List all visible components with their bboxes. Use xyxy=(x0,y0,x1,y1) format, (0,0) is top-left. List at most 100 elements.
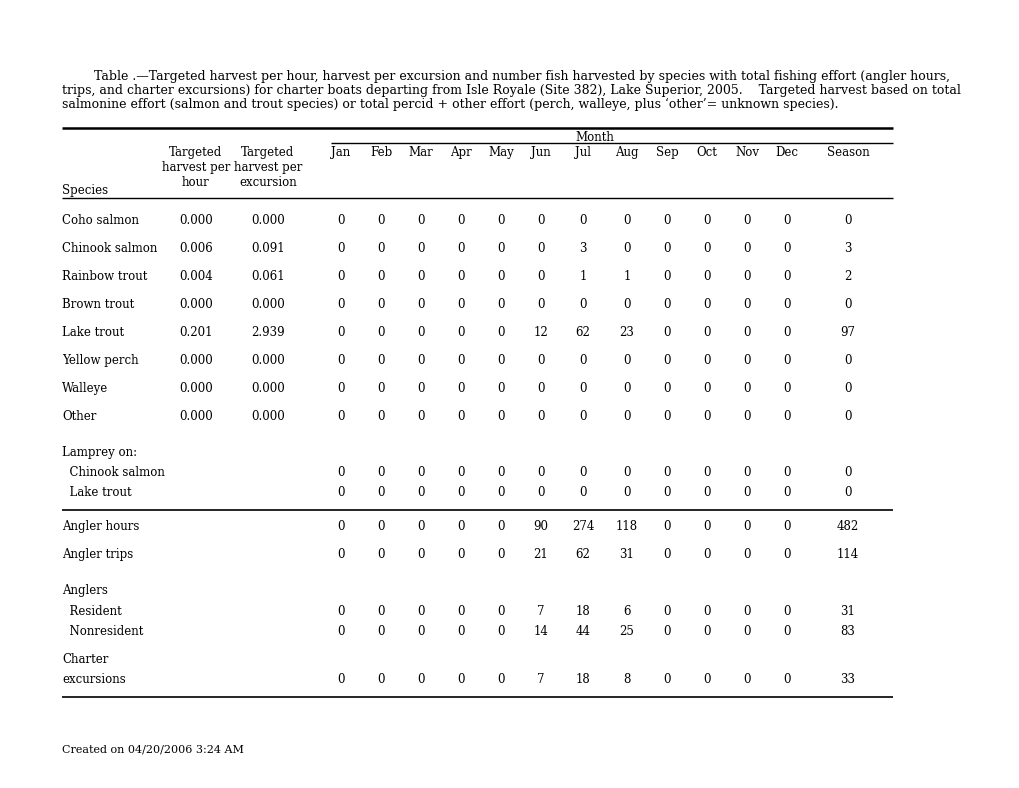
Text: Yellow perch: Yellow perch xyxy=(62,354,139,367)
Text: 0: 0 xyxy=(623,214,630,227)
Text: 0: 0 xyxy=(337,298,344,311)
Text: 0: 0 xyxy=(662,354,671,367)
Text: 0: 0 xyxy=(783,625,790,637)
Text: 0: 0 xyxy=(457,548,465,562)
Text: 1: 1 xyxy=(623,270,630,283)
Text: 0: 0 xyxy=(623,382,630,395)
Text: 0: 0 xyxy=(662,521,671,533)
Text: 0: 0 xyxy=(377,242,384,255)
Text: 0: 0 xyxy=(457,466,465,479)
Text: 114: 114 xyxy=(836,548,858,562)
Text: 33: 33 xyxy=(840,673,855,686)
Text: 0: 0 xyxy=(497,625,504,637)
Text: 0: 0 xyxy=(783,466,790,479)
Text: 0.004: 0.004 xyxy=(179,270,213,283)
Text: 0: 0 xyxy=(783,521,790,533)
Text: 0: 0 xyxy=(377,466,384,479)
Text: Angler hours: Angler hours xyxy=(62,521,140,533)
Text: 0: 0 xyxy=(662,382,671,395)
Text: Other: Other xyxy=(62,410,96,423)
Text: 0: 0 xyxy=(579,466,586,479)
Text: 0: 0 xyxy=(497,298,504,311)
Text: Lake trout: Lake trout xyxy=(62,486,131,500)
Text: 0: 0 xyxy=(743,214,750,227)
Text: 0: 0 xyxy=(743,486,750,500)
Text: 0: 0 xyxy=(662,673,671,686)
Text: 0: 0 xyxy=(743,382,750,395)
Text: Resident: Resident xyxy=(62,604,121,618)
Text: 0: 0 xyxy=(377,382,384,395)
Text: 0: 0 xyxy=(743,521,750,533)
Text: 0: 0 xyxy=(579,354,586,367)
Text: 0: 0 xyxy=(497,242,504,255)
Text: 0: 0 xyxy=(377,486,384,500)
Text: 0: 0 xyxy=(497,214,504,227)
Text: Oct: Oct xyxy=(696,146,716,159)
Text: 0: 0 xyxy=(743,354,750,367)
Text: 0: 0 xyxy=(497,673,504,686)
Text: 0: 0 xyxy=(417,298,424,311)
Text: 0: 0 xyxy=(743,298,750,311)
Text: 0: 0 xyxy=(662,270,671,283)
Text: 0: 0 xyxy=(417,326,424,339)
Text: 0: 0 xyxy=(844,486,851,500)
Text: trips, and charter excursions) for charter boats departing from Isle Royale (Sit: trips, and charter excursions) for chart… xyxy=(62,84,960,97)
Text: 0: 0 xyxy=(497,270,504,283)
Text: 0: 0 xyxy=(662,326,671,339)
Text: 31: 31 xyxy=(840,604,855,618)
Text: 0: 0 xyxy=(457,326,465,339)
Text: 0: 0 xyxy=(497,604,504,618)
Text: 0: 0 xyxy=(377,298,384,311)
Text: 0: 0 xyxy=(457,382,465,395)
Text: 0: 0 xyxy=(844,466,851,479)
Text: 0: 0 xyxy=(417,270,424,283)
Text: 18: 18 xyxy=(575,673,590,686)
Text: 6: 6 xyxy=(623,604,630,618)
Text: 0: 0 xyxy=(417,486,424,500)
Text: 0: 0 xyxy=(783,410,790,423)
Text: 0: 0 xyxy=(783,214,790,227)
Text: 0: 0 xyxy=(702,354,710,367)
Text: 1: 1 xyxy=(579,270,586,283)
Text: 0: 0 xyxy=(537,298,544,311)
Text: 0: 0 xyxy=(702,242,710,255)
Text: 0: 0 xyxy=(377,625,384,637)
Text: 0: 0 xyxy=(537,486,544,500)
Text: 0: 0 xyxy=(623,354,630,367)
Text: 0: 0 xyxy=(497,410,504,423)
Text: Nonresident: Nonresident xyxy=(62,625,144,637)
Text: Walleye: Walleye xyxy=(62,382,108,395)
Text: Feb: Feb xyxy=(370,146,391,159)
Text: 0: 0 xyxy=(457,298,465,311)
Text: 23: 23 xyxy=(619,326,634,339)
Text: 0: 0 xyxy=(497,466,504,479)
Text: 0: 0 xyxy=(702,548,710,562)
Text: 0.000: 0.000 xyxy=(251,354,284,367)
Text: 0: 0 xyxy=(579,214,586,227)
Text: 0: 0 xyxy=(457,214,465,227)
Text: 0: 0 xyxy=(783,673,790,686)
Text: 0: 0 xyxy=(337,548,344,562)
Text: 0.201: 0.201 xyxy=(179,326,213,339)
Text: 0: 0 xyxy=(743,410,750,423)
Text: 0.000: 0.000 xyxy=(251,298,284,311)
Text: 0: 0 xyxy=(662,298,671,311)
Text: 0: 0 xyxy=(417,214,424,227)
Text: 0: 0 xyxy=(662,466,671,479)
Text: 0: 0 xyxy=(783,242,790,255)
Text: 0: 0 xyxy=(623,242,630,255)
Text: 0: 0 xyxy=(844,382,851,395)
Text: 0: 0 xyxy=(623,486,630,500)
Text: 0: 0 xyxy=(537,270,544,283)
Text: Lamprey on:: Lamprey on: xyxy=(62,446,137,459)
Text: 0: 0 xyxy=(743,625,750,637)
Text: 0.000: 0.000 xyxy=(179,214,213,227)
Text: 0: 0 xyxy=(337,604,344,618)
Text: 44: 44 xyxy=(575,625,590,637)
Text: Dec: Dec xyxy=(774,146,798,159)
Text: 62: 62 xyxy=(575,326,590,339)
Text: 0: 0 xyxy=(377,214,384,227)
Text: 0: 0 xyxy=(377,326,384,339)
Text: 0: 0 xyxy=(783,604,790,618)
Text: 0: 0 xyxy=(702,270,710,283)
